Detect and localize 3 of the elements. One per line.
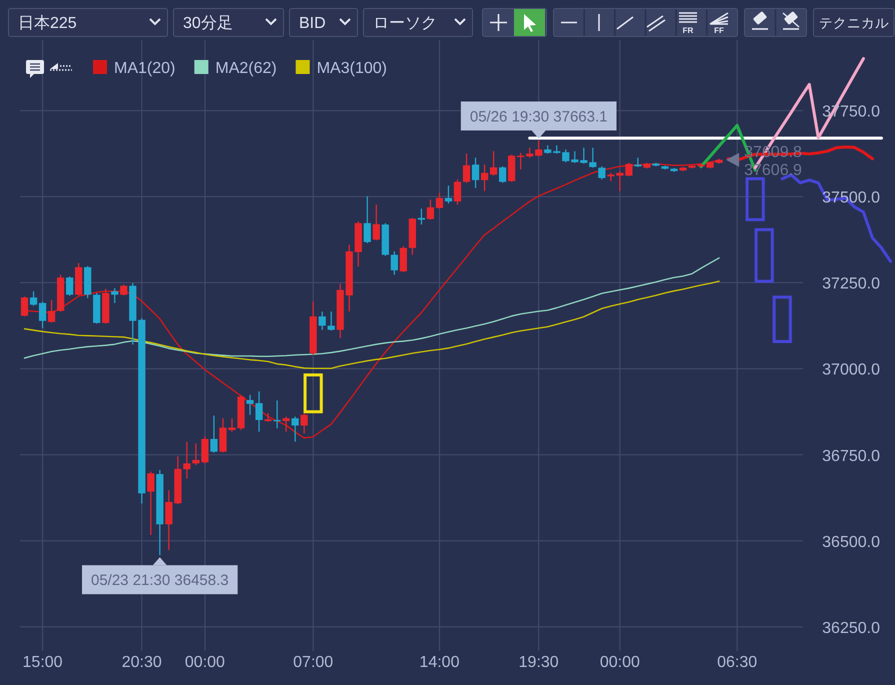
annotation: 05/26 19:30 37663.1 xyxy=(470,108,608,126)
annotation: 37606.9 xyxy=(744,162,802,179)
annotation: 05/23 21:30 36458.3 xyxy=(91,572,229,590)
